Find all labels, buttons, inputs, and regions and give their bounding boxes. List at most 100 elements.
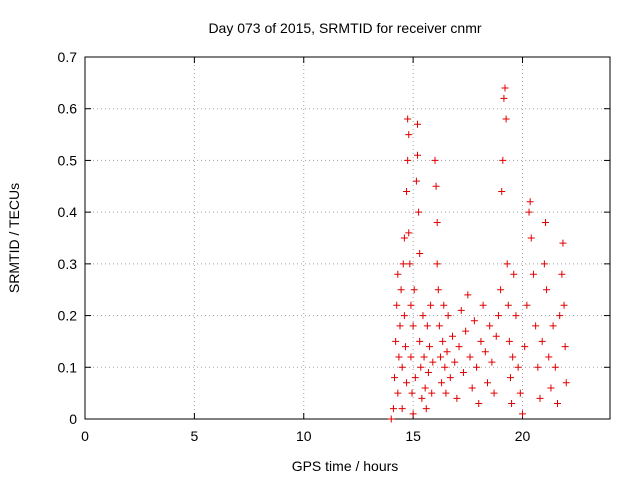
data-point [503, 260, 511, 268]
data-point [399, 260, 407, 268]
data-point [526, 198, 534, 206]
data-point [466, 353, 474, 361]
data-point [411, 374, 419, 382]
data-point [433, 260, 441, 268]
data-point [442, 389, 450, 397]
data-point [545, 353, 553, 361]
data-point [494, 312, 502, 320]
x-tick-label: 5 [190, 428, 198, 444]
y-tick-label: 0 [69, 411, 77, 427]
data-point [415, 208, 423, 216]
data-point [532, 322, 540, 330]
data-point [417, 363, 425, 371]
data-point [510, 270, 518, 278]
data-point [451, 358, 459, 366]
data-point [470, 317, 478, 325]
data-point [394, 270, 402, 278]
tick-layer: 0 5 10 15 20 0 0.1 0.2 0.3 0.4 0.5 0.6 0.7 [58, 49, 610, 444]
x-tick-label: 20 [515, 428, 531, 444]
data-point [525, 208, 533, 216]
data-point [500, 94, 508, 102]
y-axis-label: SRMTID / TECUs [6, 183, 22, 293]
data-point [423, 322, 431, 330]
y-tick-label: 0.7 [58, 49, 78, 65]
data-point [428, 389, 436, 397]
data-point [403, 187, 411, 195]
data-point [562, 379, 570, 387]
data-point [521, 343, 529, 351]
data-point [551, 363, 559, 371]
data-point [403, 379, 411, 387]
y-tick-label: 0.6 [58, 101, 78, 117]
data-point [523, 301, 531, 309]
data-point [418, 394, 426, 402]
data-point [449, 332, 456, 340]
x-tick-label: 15 [405, 428, 421, 444]
data-point [410, 286, 418, 294]
data-point [409, 410, 417, 418]
x-tick-label: 10 [296, 428, 312, 444]
data-point [508, 399, 516, 407]
data-point [506, 374, 514, 382]
data-point [431, 156, 439, 164]
data-point [504, 301, 512, 309]
x-axis-label: GPS time / hours [292, 458, 399, 474]
plot-frame [84, 56, 611, 420]
y-tick-label: 0.2 [58, 308, 78, 324]
data-point [392, 337, 400, 345]
data-point [558, 270, 566, 278]
data-point [516, 389, 524, 397]
data-point [549, 322, 557, 330]
data-point [509, 353, 517, 361]
data-point [407, 353, 415, 361]
data-point [414, 120, 421, 128]
data-point [433, 218, 441, 226]
data-point [444, 312, 452, 320]
data-point [427, 301, 435, 309]
data-point [429, 358, 437, 366]
data-point [416, 250, 424, 258]
data-point [396, 322, 404, 330]
data-point [492, 332, 500, 340]
data-point [391, 374, 399, 382]
data-point [453, 394, 461, 402]
data-point [529, 270, 537, 278]
data-point [393, 301, 401, 309]
data-point [426, 343, 434, 351]
data-point [462, 327, 470, 335]
data-point [501, 84, 509, 92]
data-point [527, 234, 535, 242]
data-point [414, 151, 421, 159]
data-point [457, 306, 465, 314]
data-point [395, 353, 403, 361]
data-point [439, 337, 447, 345]
data-point [486, 322, 494, 330]
data-point [412, 177, 420, 185]
data-point [446, 374, 454, 382]
data-point [547, 384, 555, 392]
data-point [455, 343, 463, 351]
data-point [405, 131, 413, 139]
data-point [538, 337, 546, 345]
data-point [519, 410, 526, 418]
data-point [421, 384, 429, 392]
data-point [438, 379, 446, 387]
data-point [514, 363, 522, 371]
x-tick-label: 0 [81, 428, 89, 444]
y-tick-label: 0.4 [58, 204, 78, 220]
y-tick-label: 0.3 [58, 256, 78, 272]
data-point [497, 286, 505, 294]
data-point [436, 353, 444, 361]
data-point [561, 343, 569, 351]
data-point [543, 286, 551, 294]
data-point [432, 182, 440, 190]
y-tick-label: 0.1 [58, 359, 78, 375]
data-point [488, 358, 496, 366]
data-point [407, 301, 415, 309]
data-point [397, 286, 405, 294]
data-point [479, 301, 487, 309]
data-point [481, 348, 489, 356]
chart-title: Day 073 of 2015, SRMTID for receiver cnm… [208, 20, 481, 36]
data-point [534, 363, 542, 371]
